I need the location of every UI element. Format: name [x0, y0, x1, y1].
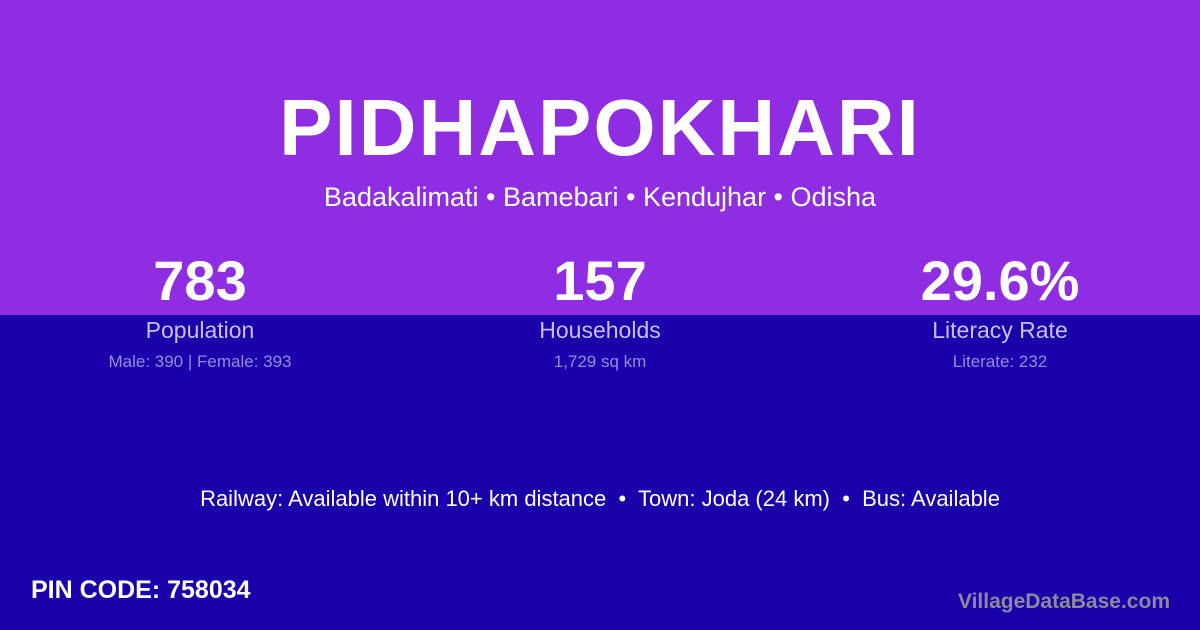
stat-detail: 1,729 sq km	[553, 352, 647, 371]
header-band	[0, 0, 1200, 315]
connectivity-info: Railway: Available within 10+ km distanc…	[200, 486, 1000, 511]
stat-population: 783 Population Male: 390 | Female: 393	[0, 250, 400, 372]
stat-value: 157	[553, 249, 647, 312]
location-breadcrumb: Badakalimati • Bamebari • Kendujhar • Od…	[323, 182, 877, 212]
stat-households: 157 Households 1,729 sq km	[400, 250, 800, 372]
stat-label: Population	[145, 317, 255, 343]
stat-value: 29.6%	[920, 249, 1080, 312]
stat-label: Literacy Rate	[932, 317, 1068, 343]
stat-detail: Male: 390 | Female: 393	[108, 352, 292, 371]
stat-value: 783	[153, 249, 247, 312]
body-band	[0, 315, 1200, 630]
watermark: VillageDataBase.com	[957, 590, 1170, 613]
stat-label: Households	[539, 317, 661, 343]
pin-code: PIN CODE: 758034	[31, 576, 251, 604]
stat-literacy: 29.6% Literacy Rate Literate: 232	[800, 250, 1200, 372]
village-title: PIDHAPOKHARI	[279, 83, 921, 172]
stat-detail: Literate: 232	[952, 352, 1048, 371]
